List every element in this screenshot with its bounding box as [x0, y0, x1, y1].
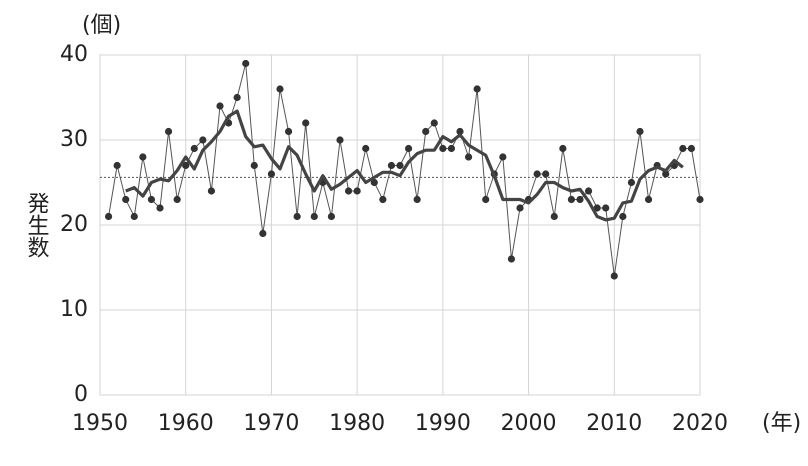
point: [336, 136, 344, 144]
point: [644, 195, 653, 204]
point: [507, 255, 516, 263]
point: [576, 195, 584, 204]
x-unit-label: (年): [762, 411, 801, 436]
point: [113, 161, 121, 170]
point: [362, 144, 370, 153]
point: [464, 153, 473, 161]
point: [679, 144, 687, 153]
point: [370, 178, 378, 187]
point: [327, 212, 336, 221]
point: [687, 144, 696, 153]
point: [499, 153, 507, 161]
point: [147, 195, 156, 204]
point: [602, 204, 610, 212]
y-tick-label: 0: [74, 382, 88, 407]
point: [216, 102, 224, 110]
point: [567, 195, 576, 204]
point: [250, 161, 258, 170]
point: [156, 204, 164, 212]
point: [610, 272, 618, 280]
point: [130, 212, 138, 221]
y-tick-label: 40: [60, 42, 88, 67]
point: [293, 212, 301, 221]
point: [447, 144, 456, 153]
point: [276, 85, 284, 93]
point: [550, 212, 558, 221]
point: [422, 127, 430, 136]
point: [662, 170, 670, 178]
point: [353, 187, 361, 195]
point: [584, 187, 593, 195]
point: [302, 119, 310, 127]
point: [344, 187, 353, 195]
x-tick-label: 1980: [329, 411, 385, 436]
point: [242, 59, 250, 68]
point: [456, 127, 464, 136]
y-unit-label: (個): [82, 13, 121, 38]
point: [627, 178, 636, 187]
point: [636, 127, 644, 136]
point: [259, 229, 267, 238]
point: [379, 195, 387, 204]
x-tick-label: 2020: [672, 411, 728, 436]
point: [164, 127, 173, 136]
point: [439, 144, 447, 153]
point: [387, 161, 396, 170]
point: [516, 204, 524, 212]
y-axis-label: 発生数: [24, 192, 50, 258]
point: [139, 153, 147, 161]
x-tick-label: 1970: [243, 411, 299, 436]
x-tick-label: 1950: [72, 411, 128, 436]
y-tick-label: 20: [60, 212, 88, 237]
point: [190, 144, 198, 153]
x-tick-label: 1990: [415, 411, 471, 436]
point: [267, 170, 276, 178]
point: [404, 144, 413, 153]
x-tick-label: 1960: [158, 411, 214, 436]
x-tick-label: 2000: [501, 411, 557, 436]
point: [173, 195, 181, 204]
point: [473, 85, 481, 93]
point: [619, 212, 627, 221]
point: [559, 144, 567, 153]
series-line: [125, 109, 684, 222]
point: [430, 119, 438, 127]
point: [233, 93, 241, 102]
point: [207, 187, 216, 195]
point: [593, 204, 601, 212]
series-line: [108, 63, 701, 277]
point: [310, 212, 318, 221]
point: [533, 170, 541, 178]
point: [396, 161, 404, 170]
point: [284, 127, 293, 136]
point: [696, 195, 704, 204]
point: [542, 170, 550, 178]
y-tick-label: 10: [60, 297, 88, 322]
x-tick-label: 2010: [586, 411, 642, 436]
point: [182, 161, 190, 170]
point: [413, 195, 421, 204]
point: [199, 136, 207, 144]
point: [104, 212, 113, 221]
y-tick-label: 30: [60, 127, 88, 152]
point: [482, 195, 490, 204]
point: [122, 195, 130, 204]
